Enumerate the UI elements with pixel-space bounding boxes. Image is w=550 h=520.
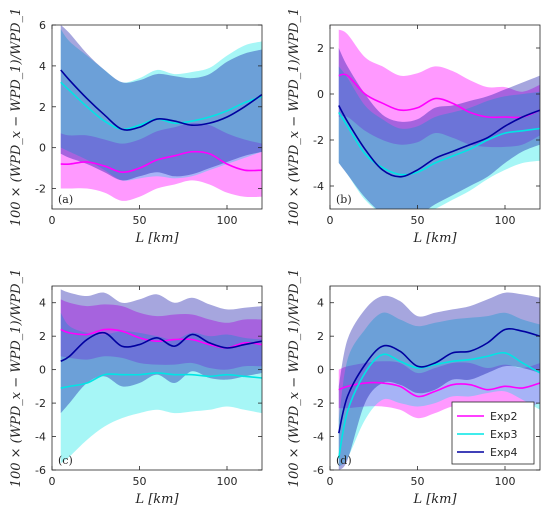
y-tick-label: 2 (317, 42, 324, 55)
y-tick-label: -2 (35, 397, 46, 410)
panel-label: (c) (58, 454, 73, 467)
x-tick-label: 50 (133, 214, 147, 227)
band-exp2 (60, 123, 262, 201)
x-tick-label: 0 (327, 475, 334, 488)
x-axis-label: L [km] (412, 231, 457, 246)
axes-frame (51, 285, 263, 471)
y-tick-label: 2 (317, 330, 324, 343)
line-exp3 (60, 372, 262, 389)
band-exp3 (60, 312, 262, 464)
y-tick-label: 2 (39, 330, 46, 343)
y-tick-label: -6 (313, 464, 324, 477)
band-exp4 (60, 25, 262, 181)
panel-d: 0 50 100 -6 -4 -2 0 2 4 (d) L [km] 100 × (WPD_x − W… (287, 269, 541, 507)
y-axis-label: 100 × (WPD_x − WPD_1)/WPD_1 (287, 269, 302, 488)
y-tick-label: 6 (39, 19, 46, 32)
y-tick-label: -4 (35, 431, 46, 444)
line-exp4 (60, 331, 262, 362)
y-tick-label: -2 (35, 183, 46, 196)
x-tick-label: 100 (495, 475, 516, 488)
x-tick-label: 50 (411, 475, 425, 488)
plot-area (52, 286, 262, 470)
band-exp2 (60, 299, 262, 370)
y-tick-label: 0 (39, 364, 46, 377)
y-tick-label: 4 (317, 297, 324, 310)
legend-label-exp4: Exp4 (490, 446, 517, 459)
line-exp4 (60, 69, 262, 131)
x-axis-label: L [km] (134, 231, 179, 246)
plot-content (60, 289, 262, 464)
y-tick-label: 4 (39, 60, 46, 73)
y-axis-label: 100 × (WPD_x − WPD_1)/WPD_1 (9, 8, 24, 227)
legend-label-exp3: Exp3 (490, 428, 517, 441)
line-exp2 (338, 73, 540, 119)
line-exp4 (338, 105, 540, 178)
x-tick-label: 50 (133, 475, 147, 488)
line-exp2 (60, 150, 262, 174)
x-tick-label: 0 (49, 475, 56, 488)
axes-frame (51, 24, 263, 210)
legend-label-exp2: Exp2 (490, 410, 517, 423)
x-tick-label: 100 (495, 214, 516, 227)
x-tick-label: 100 (217, 214, 238, 227)
panel-a: 0 50 100 -2 0 2 4 6 (a) L [km] 100 × (WPD_x − WPD_… (9, 8, 263, 246)
plot-content (337, 292, 540, 470)
y-tick-label: -2 (313, 134, 324, 147)
y-tick-label: 0 (39, 142, 46, 155)
y-tick-label: -2 (313, 397, 324, 410)
y-tick-label: 0 (317, 364, 324, 377)
panel-label: (b) (336, 193, 352, 206)
line-exp3 (338, 111, 540, 176)
panel-label: (a) (58, 193, 73, 206)
panel-b: 0 50 100 -4 -2 0 2 (b) L [km] 100 × (WPD_x − WPD_… (287, 8, 541, 246)
legend: Exp2 Exp3 Exp4 (451, 401, 535, 465)
x-tick-label: 0 (49, 214, 56, 227)
y-tick-label: -4 (313, 431, 324, 444)
y-tick-label: 4 (39, 297, 46, 310)
y-tick-label: 0 (317, 88, 324, 101)
x-axis-label: L [km] (412, 492, 457, 507)
x-tick-label: 50 (411, 214, 425, 227)
y-tick-label: -4 (313, 180, 324, 193)
band-exp3 (60, 29, 262, 181)
x-tick-label: 100 (217, 475, 238, 488)
panel-c: 0 50 100 -6 -4 -2 0 2 4 (c) L [km] 100 × (WPD_x − W… (9, 269, 263, 507)
plot-content (60, 25, 262, 201)
band-exp4 (338, 48, 540, 209)
y-axis-label: 100 × (WPD_x − WPD_1)/WPD_1 (9, 269, 24, 488)
panel-label: (d) (336, 454, 352, 467)
axes-frame (329, 285, 541, 471)
y-axis-label: 100 × (WPD_x − WPD_1)/WPD_1 (287, 8, 302, 227)
legend-box (451, 401, 535, 465)
line-exp3 (337, 351, 540, 459)
line-exp4 (337, 327, 540, 434)
axes-frame (329, 24, 541, 210)
band-exp4 (338, 292, 540, 470)
band-exp4 (60, 289, 262, 414)
line-exp2 (338, 381, 540, 398)
y-tick-label: -6 (35, 464, 46, 477)
y-tick-label: 2 (39, 101, 46, 114)
x-tick-label: 0 (327, 214, 334, 227)
plot-content (338, 29, 540, 209)
x-axis-label: L [km] (134, 492, 179, 507)
